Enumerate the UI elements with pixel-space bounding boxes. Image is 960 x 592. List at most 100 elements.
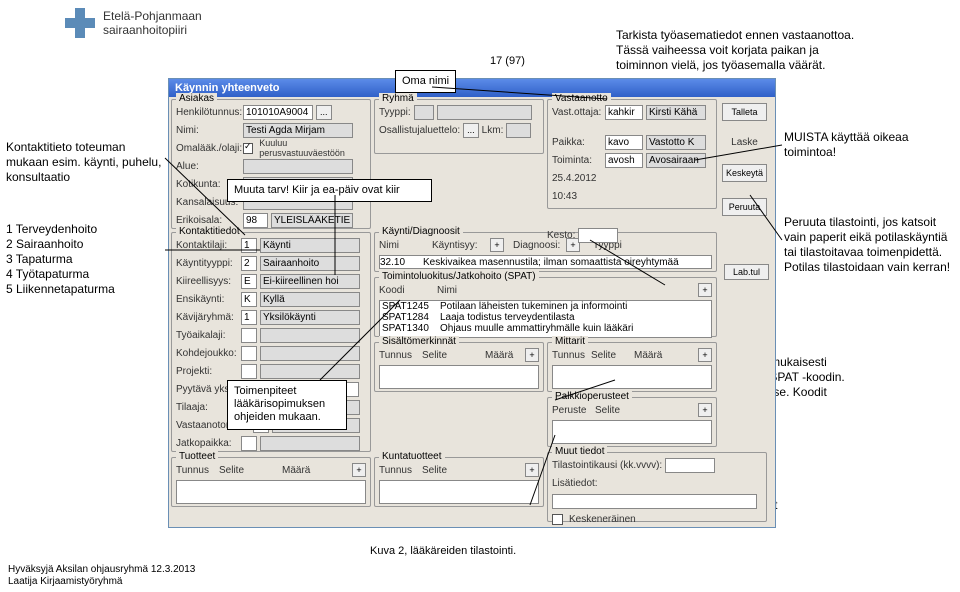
paikka-input[interactable] (605, 135, 643, 150)
spat-r3-text: Ohjaus muulle ammattiryhmälle kuin lääkä… (440, 323, 633, 334)
kuntatuotteet-add-button[interactable]: + (525, 463, 539, 477)
group-kuntatuotteet: Kuntatuotteet TunnusSelite+ (374, 457, 544, 507)
kohdejoukko-label: Kohdejoukko: (176, 348, 238, 359)
jatkopaikka-text (260, 436, 360, 451)
logo-block: Etelä-Pohjanmaan sairaanhoitopiiri (65, 8, 202, 38)
diag-row1-code[interactable]: 32.10 (380, 257, 420, 268)
peruuta-button[interactable]: Peruuta (722, 198, 767, 216)
mittarit-tunnus: Tunnus (552, 350, 588, 361)
keskeyta-button[interactable]: Keskeytä (722, 164, 767, 182)
tuotteet-maara: Määrä (282, 465, 310, 476)
kuntatuotteet-list[interactable] (379, 480, 539, 504)
window-titlebar: Käynnin yhteenveto (169, 79, 775, 97)
page-number: 17 (97) (490, 55, 525, 67)
group-sisalto: Sisältömerkinnät TunnusSeliteMäärä+ (374, 342, 544, 392)
sisalto-maara: Määrä (485, 350, 513, 361)
note-peruuta: Peruuta tilastointi, jos katsoit vain pa… (784, 215, 956, 275)
spat-r1-text: Potilaan läheisten tukeminen ja informoi… (440, 301, 627, 312)
osallistuja-button[interactable]: ... (463, 123, 479, 138)
palkkio-peruste: Peruste (552, 405, 592, 416)
kontaktilaji-text (260, 238, 360, 253)
footer-line2: Laatija Kirjaamistyöryhmä (8, 576, 195, 588)
toiminta-input[interactable] (605, 153, 643, 168)
palkkio-selite: Selite (595, 405, 620, 416)
tyyppi-input (414, 105, 434, 120)
ensikaynti-code[interactable] (241, 292, 257, 307)
lisatiedot-input[interactable] (552, 494, 757, 509)
callout-toimenpiteet-pointer (370, 340, 371, 341)
figure-caption: Kuva 2, lääkäreiden tilastointi. (370, 545, 516, 557)
kayntityyppi-code[interactable] (241, 256, 257, 271)
kuuluu-checkbox[interactable] (243, 143, 253, 154)
app-window: Käynnin yhteenveto Asiakas Henkilötunnus… (168, 78, 776, 528)
projekti-text (260, 364, 360, 379)
note-muista: MUISTA käyttää oikeaa toimintoa! (784, 130, 954, 160)
note-left-2: 1 Terveydenhoito 2 Sairaanhoito 3 Tapatu… (6, 222, 166, 297)
alue-label: Alue: (176, 161, 240, 172)
muut-title: Muut tiedot (552, 446, 607, 457)
toiminta-text-input (646, 153, 706, 168)
kesken-checkbox[interactable] (552, 514, 563, 525)
jatkopaikka-code[interactable] (241, 436, 257, 451)
group-ryhma: Ryhmä Tyyppi: Osallistujaluettelo:...Lkm… (374, 99, 544, 154)
tuotteet-tunnus: Tunnus (176, 465, 216, 476)
ensikaynti-label: Ensikäynti: (176, 294, 238, 305)
tuotteet-list[interactable] (176, 480, 366, 504)
callout-oma-nimi-pointer (417, 87, 418, 88)
callout-muuta-tarv: Muuta tarv! Kiir ja ea-päiv ovat kiir (227, 179, 432, 202)
nimi-input (243, 123, 353, 138)
mittarit-title: Mittarit (552, 336, 588, 347)
group-diagnoosit: Käynti/Diagnoosit Nimi Käyntisyy: + Diag… (374, 232, 717, 272)
tyoaikalaji-text (260, 328, 360, 343)
kiireellisyys-code[interactable] (241, 274, 257, 289)
group-spat: Toimintoluokitus/Jatkohoito (SPAT) Koodi… (374, 277, 717, 337)
tyoaikalaji-code[interactable] (241, 328, 257, 343)
sisalto-list[interactable] (379, 365, 539, 389)
note-top-right: Tarkista työasematiedot ennen vastaanott… (616, 28, 856, 73)
talleta-button[interactable]: Talleta (722, 103, 767, 121)
erikoisala-label: Erikoisala: (176, 215, 240, 226)
kavijaryhma-text (260, 310, 360, 325)
spat-r2-code: SPAT1284 (382, 312, 440, 323)
kiireellisyys-text (260, 274, 360, 289)
note-left-1: Kontaktitieto toteuman mukaan esim. käyn… (6, 140, 166, 185)
labtul-button[interactable]: Lab.tul (724, 264, 769, 280)
spat-add-button[interactable]: + (698, 283, 712, 297)
tilasto-input[interactable] (665, 458, 715, 473)
kavijaryhma-code[interactable] (241, 310, 257, 325)
lisatiedot-label: Lisätiedot: (552, 478, 598, 489)
projekti-code[interactable] (241, 364, 257, 379)
kontaktilaji-code[interactable] (241, 238, 257, 253)
tilasto-label: Tilastointikausi (kk.vvvv): (552, 460, 662, 471)
group-vastaanotto: Vastaanotto Vast.ottaja: Paikka: Toimint… (547, 99, 717, 209)
group-palkkio: Palkkioperusteet PerusteSelite+ (547, 397, 717, 447)
kesken-label: Keskeneräinen (569, 514, 636, 525)
kesto-input[interactable] (578, 228, 618, 243)
kohdejoukko-code[interactable] (241, 346, 257, 361)
sisalto-add-button[interactable]: + (525, 348, 539, 362)
paikka-label: Paikka: (552, 137, 602, 148)
tyyppi-text-input (437, 105, 532, 120)
group-muut: Muut tiedot Tilastointikausi (kk.vvvv): … (547, 452, 767, 522)
erikoisala-text-input (271, 213, 353, 228)
henkilotunnus-input[interactable] (243, 105, 313, 120)
org-name: Etelä-Pohjanmaan sairaanhoitopiiri (103, 9, 202, 38)
sisalto-tunnus: Tunnus (379, 350, 419, 361)
tuotteet-add-button[interactable]: + (352, 463, 366, 477)
palkkio-list[interactable] (552, 420, 712, 444)
palkkio-add-button[interactable]: + (698, 403, 712, 417)
kiireellisyys-label: Kiireellisyys: (176, 276, 238, 287)
mittarit-add-button[interactable]: + (698, 348, 712, 362)
paikka-text-input (646, 135, 706, 150)
mittarit-list[interactable] (552, 365, 712, 389)
henkilotunnus-label: Henkilötunnus: (176, 107, 240, 118)
henkilotunnus-browse-button[interactable]: ... (316, 105, 332, 120)
kayntityyppi-text (260, 256, 360, 271)
spat-list[interactable]: SPAT1245Potilaan läheisten tukeminen ja … (379, 300, 712, 338)
diag-row1-text[interactable]: Keskivaikea masennustila; ilman somaatti… (423, 257, 679, 268)
erikoisala-code-input[interactable] (243, 213, 268, 228)
spat-title: Toimintoluokitus/Jatkohoito (SPAT) (379, 271, 539, 282)
kayntisyy-add-button[interactable]: + (490, 238, 504, 252)
vastott-code-input[interactable] (605, 105, 643, 120)
kohdejoukko-text (260, 346, 360, 361)
